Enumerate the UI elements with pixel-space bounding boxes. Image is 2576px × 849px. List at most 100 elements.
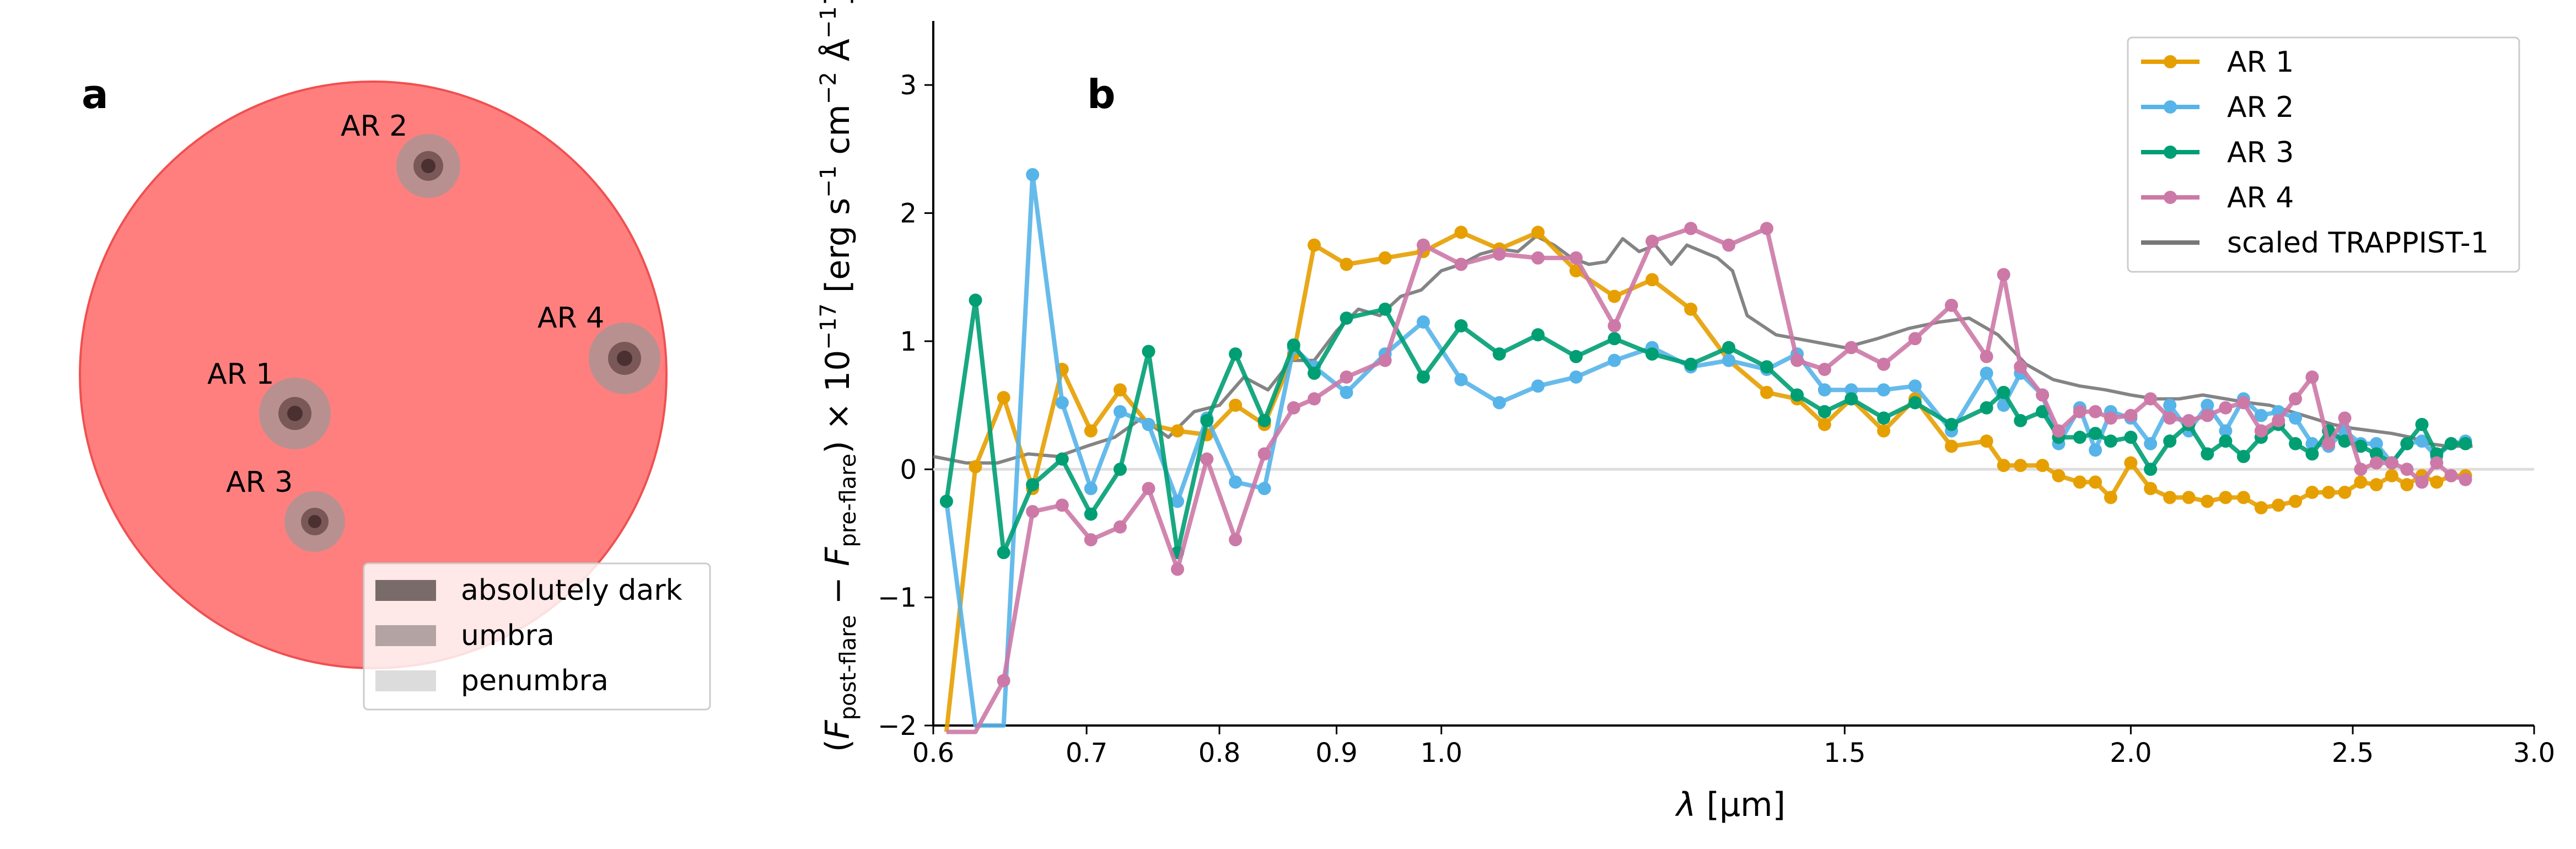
data-point-ar-2 [2254, 409, 2268, 422]
data-point-ar-3 [1229, 347, 1243, 361]
data-point-ar-2 [1055, 396, 1069, 410]
data-point-ar-3 [1945, 417, 1959, 431]
legend-marker-ar-2 [2164, 100, 2177, 114]
data-point-ar-4 [1997, 268, 2010, 282]
data-point-ar-4 [1340, 370, 1353, 384]
data-point-ar-3 [1790, 388, 1804, 402]
data-point-ar-4 [2073, 405, 2086, 418]
data-point-ar-4 [2322, 437, 2336, 450]
legend-swatch-penumbra [375, 670, 436, 691]
y-tick-label: 0 [900, 454, 917, 485]
data-point-ar-1 [2289, 495, 2303, 508]
data-point-ar-1 [2354, 475, 2368, 489]
data-point-ar-1 [2272, 498, 2285, 512]
data-point-ar-3 [1084, 507, 1098, 521]
data-point-ar-4 [1817, 363, 1831, 377]
data-point-ar-1 [2014, 459, 2028, 472]
data-point-ar-2 [1257, 482, 1271, 496]
data-point-ar-3 [2444, 437, 2458, 450]
data-point-ar-1 [1997, 459, 2010, 472]
data-point-ar-4 [2415, 475, 2429, 489]
panel-a-star-diagram: a AR 2 AR 4 AR 1 AR 3 [79, 71, 711, 711]
data-point-ar-3 [2400, 437, 2414, 450]
data-point-ar-2 [2163, 399, 2177, 412]
data-point-ar-3 [2144, 463, 2158, 476]
x-tick-label: 0.7 [1066, 738, 1107, 769]
x-axis-label-unit: [μm] [1696, 786, 1786, 824]
data-point-ar-4 [1569, 251, 1583, 265]
data-point-ar-4 [1645, 234, 1659, 248]
legend-label-ar-3: AR 3 [2227, 136, 2294, 169]
data-point-ar-3 [1645, 347, 1659, 361]
data-point-ar-1 [2236, 491, 2250, 504]
data-point-ar-2 [1569, 370, 1583, 384]
data-point-ar-4 [1308, 392, 1321, 406]
data-point-ar-1 [2385, 469, 2398, 482]
legend-label-absolutely-dark: absolutely dark [461, 574, 682, 607]
data-point-ar-4 [1531, 251, 1545, 265]
data-point-ar-1 [997, 391, 1010, 405]
data-point-ar-3 [2305, 447, 2319, 461]
x-tick-label: 0.9 [1315, 738, 1357, 769]
data-point-ar-3 [1340, 311, 1353, 325]
ar-2-dark-core [421, 159, 435, 173]
data-point-ar-4 [1908, 332, 1922, 346]
data-point-ar-1 [1817, 417, 1831, 431]
data-point-ar-3 [1287, 338, 1300, 352]
data-point-ar-1 [2338, 486, 2352, 499]
x-tick-label: 1.5 [1824, 738, 1865, 769]
data-point-ar-4 [1790, 353, 1804, 367]
data-point-ar-3 [1844, 392, 1858, 406]
legend-swatch-absolutely-dark [375, 580, 436, 601]
data-point-ar-4 [2272, 413, 2285, 427]
data-point-ar-4 [2089, 405, 2102, 418]
data-point-ar-3 [1684, 357, 1698, 371]
y-tick-label: −1 [878, 583, 917, 614]
data-point-ar-1 [1340, 257, 1353, 271]
data-point-ar-1 [1684, 302, 1698, 316]
data-point-ar-2 [1229, 475, 1243, 489]
data-point-ar-4 [1287, 401, 1300, 415]
legend-marker-ar-1 [2164, 55, 2177, 68]
ar-3-label: AR 3 [226, 466, 293, 499]
x-tick-label: 2.5 [2332, 738, 2374, 769]
data-point-ar-3 [1760, 360, 1773, 374]
ar-4-label: AR 4 [537, 302, 604, 335]
data-point-ar-3 [1142, 345, 1155, 358]
x-tick-label: 3.0 [2513, 738, 2555, 769]
data-point-ar-4 [2289, 392, 2303, 406]
data-point-ar-4 [1684, 222, 1698, 235]
data-point-ar-2 [1171, 495, 1185, 508]
data-point-ar-4 [2182, 413, 2196, 427]
ar-4-dark-core [617, 351, 632, 366]
data-point-ar-1 [1531, 225, 1545, 239]
data-point-ar-3 [1877, 411, 1891, 425]
series-ar-4 [946, 222, 2472, 734]
legend-swatch-umbra [375, 625, 436, 646]
data-point-ar-3 [2338, 434, 2352, 448]
panel-a-label: a [82, 71, 109, 117]
data-point-ar-3 [2459, 437, 2472, 450]
data-point-ar-1 [2089, 475, 2102, 489]
y-axis-ticks: −2 −1 0 1 2 3 [878, 70, 933, 741]
data-point-ar-1 [1877, 424, 1891, 438]
data-point-ar-4 [1142, 482, 1155, 496]
data-point-ar-4 [2305, 370, 2319, 384]
data-point-ar-3 [1722, 341, 1736, 354]
data-point-ar-1 [2144, 482, 2158, 496]
data-point-ar-1 [1454, 225, 1468, 239]
data-point-ar-4 [1026, 504, 1040, 518]
data-point-ar-1 [2254, 501, 2268, 514]
data-point-ar-3 [2236, 450, 2250, 464]
data-point-ar-3 [1055, 452, 1069, 466]
y-axis-label: (Fpost-flare − Fpre-flare) × 10−17 [erg … [816, 0, 861, 752]
data-point-ar-3 [1113, 463, 1127, 476]
y-tick-label: −2 [878, 711, 917, 741]
data-point-ar-4 [1200, 452, 1214, 466]
data-point-ar-4 [2354, 463, 2368, 476]
data-point-ar-3 [2201, 447, 2214, 461]
data-point-ar-2 [2144, 437, 2158, 450]
data-point-ar-3 [1454, 319, 1468, 333]
data-point-ar-1 [1084, 424, 1098, 438]
data-point-ar-4 [2201, 409, 2214, 422]
